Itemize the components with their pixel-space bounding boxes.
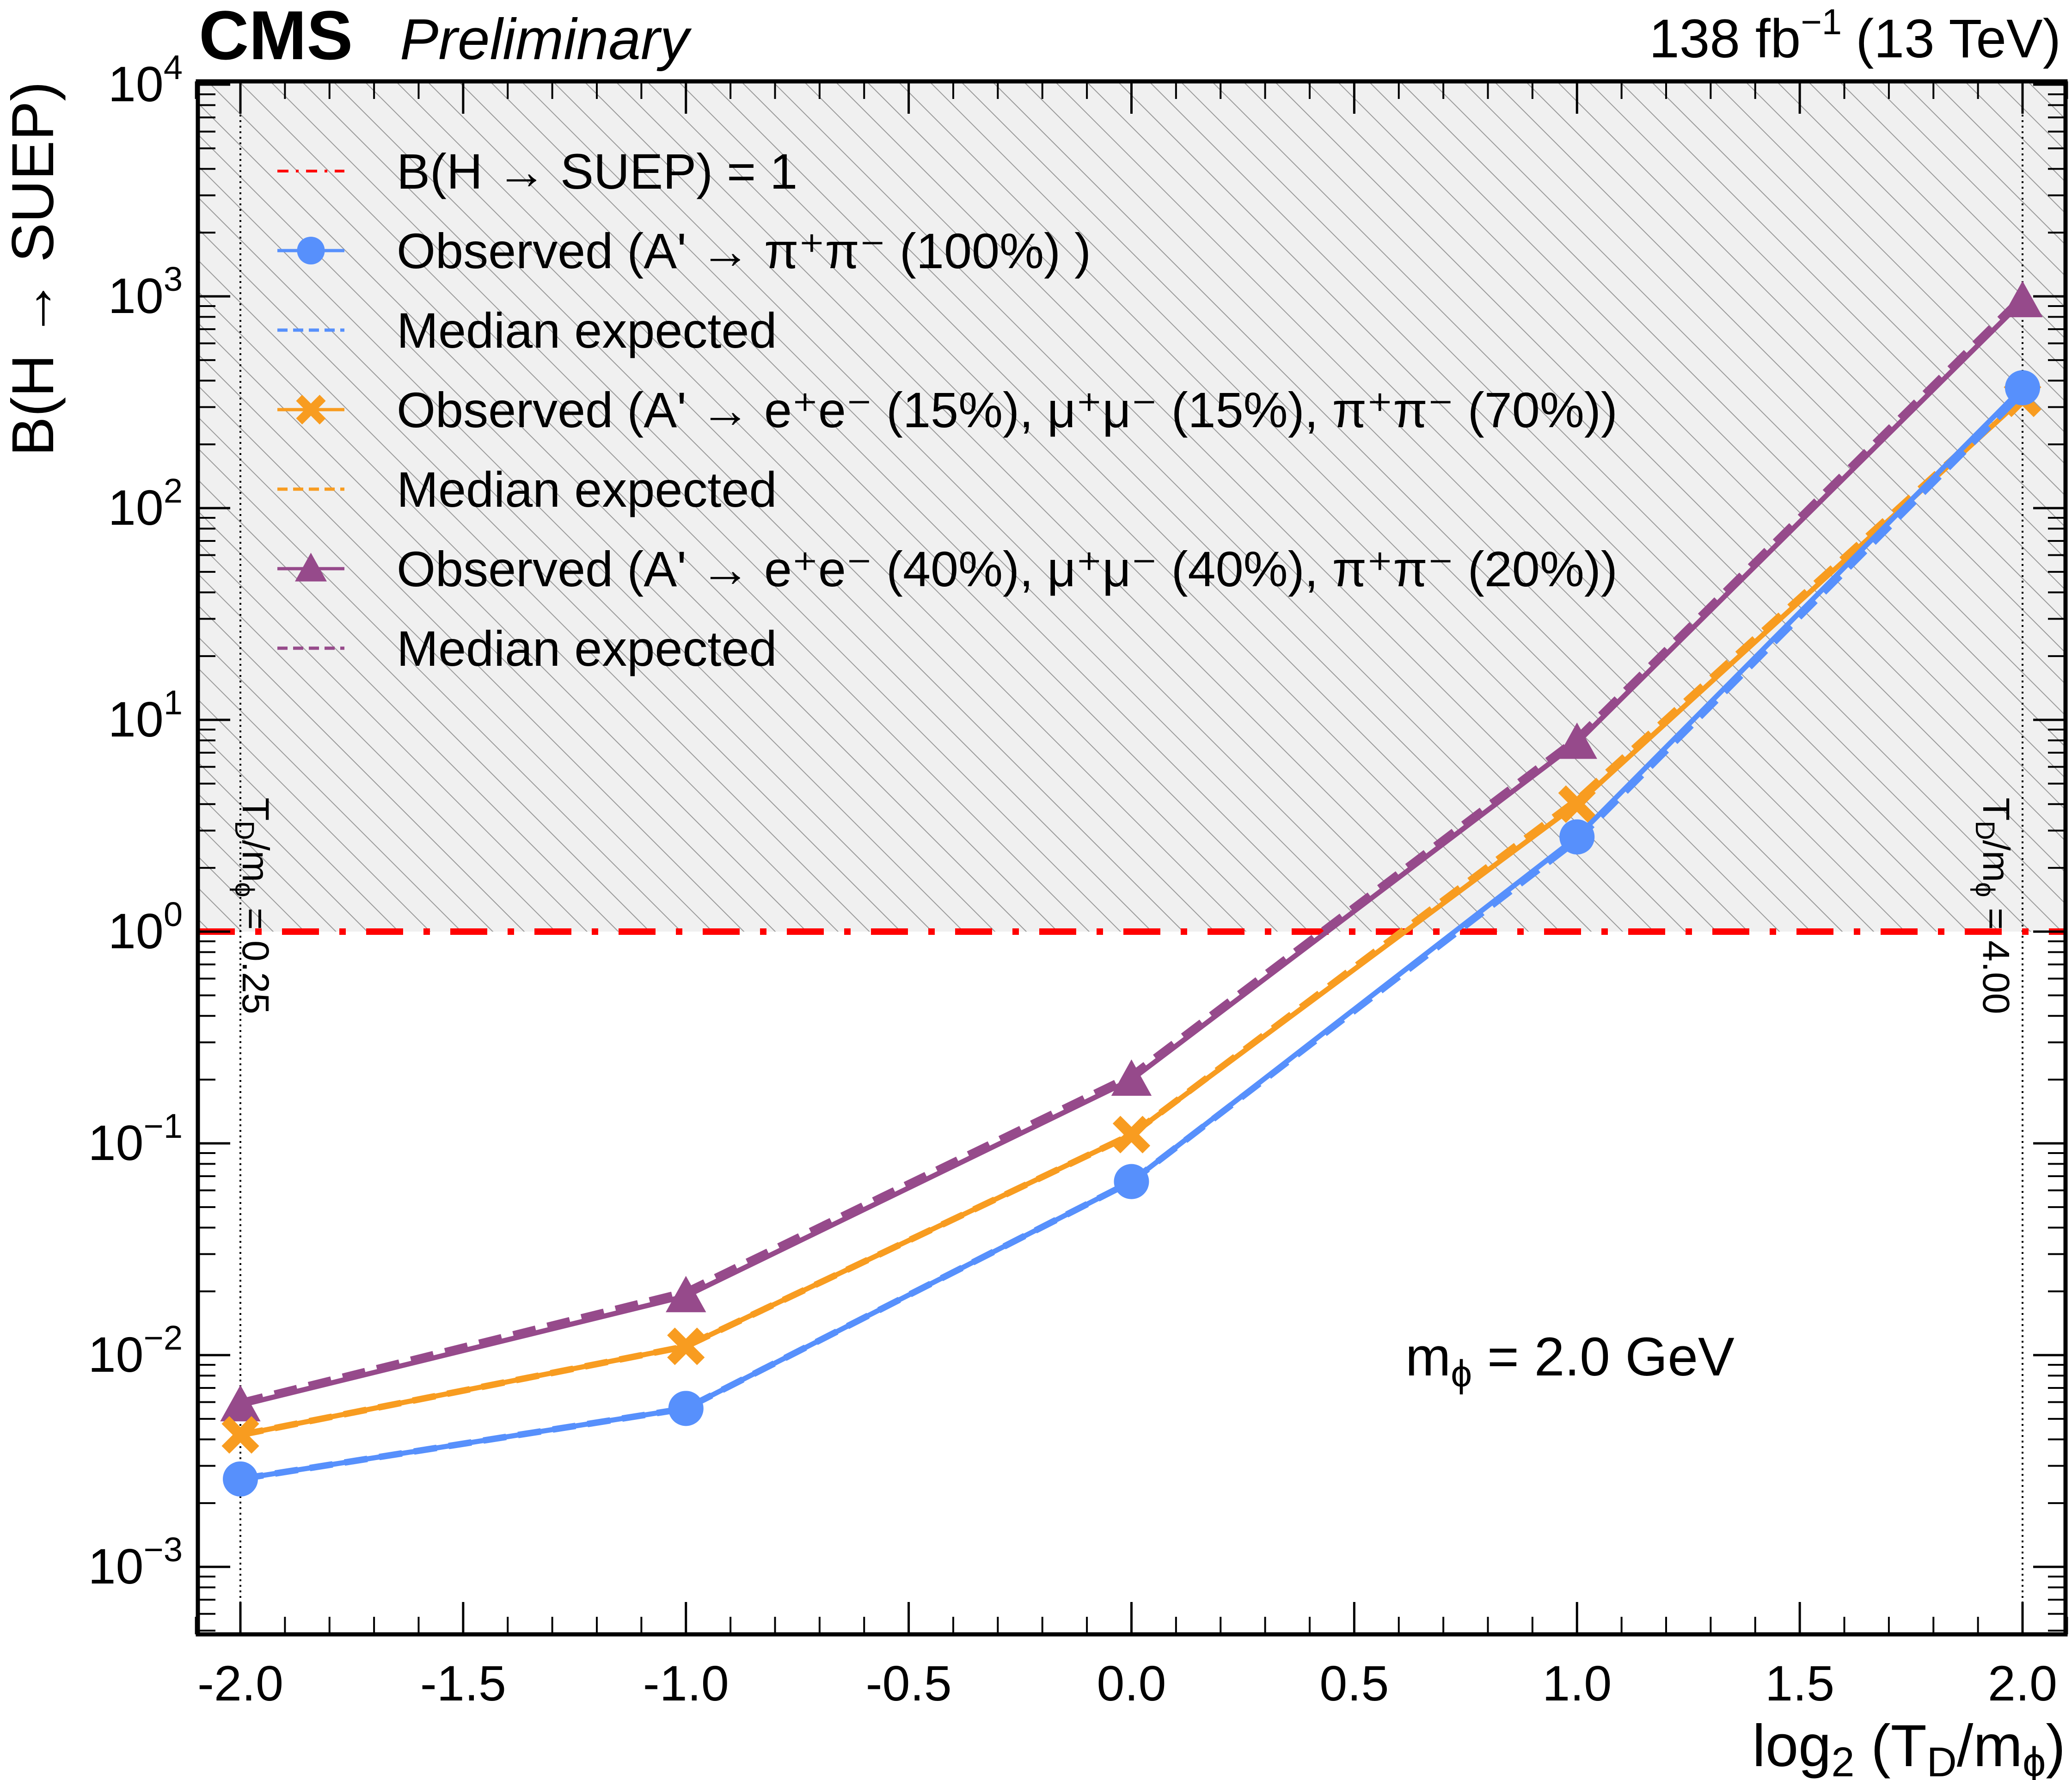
y-tick-label: 100 xyxy=(108,895,183,959)
legend-entry: Median expected xyxy=(277,461,777,517)
legend-label: Observed (A' → e⁺e⁻ (15%), μ⁺μ⁻ (15%), π… xyxy=(397,382,1618,438)
x-tick-label: -0.5 xyxy=(866,1655,952,1711)
legend-label: Median expected xyxy=(397,302,777,358)
axis-ticks: -2.0 -1.5 -1.0 -0.5 0.0 0.5 1.0 1.5 2.0 10−3 10−2 1… xyxy=(88,48,2068,1711)
x-tick-label: -2.0 xyxy=(197,1655,283,1711)
data-point-triangle xyxy=(1557,722,1597,759)
x-axis-label: log2 (TD/mϕ) xyxy=(1753,1713,2066,1780)
y-tick-label: 10−1 xyxy=(88,1107,183,1171)
x-tick-label: -1.0 xyxy=(643,1655,729,1711)
legend-label: Median expected xyxy=(397,620,777,676)
data-point-circle xyxy=(2005,370,2040,405)
y-tick-label: 103 xyxy=(108,260,183,324)
data-point-circle xyxy=(1114,1164,1149,1199)
y-tick-label: 102 xyxy=(108,472,183,535)
right-boundary-label: TD/mϕ = 4.00 xyxy=(1970,798,2017,1014)
data-point-triangle xyxy=(666,1276,706,1313)
legend-entry: Observed (A' → π⁺π⁻ (100%) ) xyxy=(277,223,1091,279)
experiment-label: CMS xyxy=(199,0,353,74)
legend-label: B(H → SUEP) = 1 xyxy=(397,143,797,199)
y-axis-label: B(H → SUEP) xyxy=(0,81,66,456)
data-point-x xyxy=(1558,785,1596,823)
data-point-x xyxy=(296,394,326,425)
legend-entry: Median expected xyxy=(277,302,777,358)
legend: B(H → SUEP) = 1 Observed (A' → π⁺π⁻ (100%… xyxy=(277,143,1618,676)
excluded-region-hatch xyxy=(198,81,2066,932)
data-point-circle xyxy=(1559,819,1595,855)
data-point-triangle xyxy=(220,1385,261,1422)
y-tick-label: 104 xyxy=(108,48,183,112)
data-point-circle xyxy=(668,1391,704,1426)
data-point-triangle xyxy=(2002,281,2043,318)
mass-annotation: mϕ = 2.0 GeV xyxy=(1405,1326,1735,1395)
x-tick-label: 1.0 xyxy=(1542,1655,1612,1711)
data-point-x xyxy=(1112,1116,1151,1154)
x-tick-label: 0.5 xyxy=(1319,1655,1389,1711)
x-tick-label: 0.0 xyxy=(1097,1655,1166,1711)
left-boundary-label: TD/mϕ = 0.25 xyxy=(229,798,276,1014)
data-point-triangle xyxy=(1111,1059,1152,1096)
data-point-x xyxy=(221,1416,259,1454)
x-tick-label: -1.5 xyxy=(420,1655,506,1711)
legend-label: Observed (A' → π⁺π⁻ (100%) ) xyxy=(397,223,1091,279)
data-point-triangle xyxy=(295,552,327,582)
lumi-label: 138 fb−1 (13 TeV) xyxy=(1649,1,2061,69)
y-tick-label: 10−3 xyxy=(88,1530,183,1594)
data-point-x xyxy=(667,1327,705,1365)
legend-entry: Median expected xyxy=(277,620,777,676)
data-point-circle xyxy=(297,237,325,264)
legend-entry: Observed (A' → e⁺e⁻ (40%), μ⁺μ⁻ (40%), π… xyxy=(277,541,1618,597)
y-tick-label: 101 xyxy=(108,683,183,747)
legend-label: Observed (A' → e⁺e⁻ (40%), μ⁺μ⁻ (40%), π… xyxy=(397,541,1618,597)
data-point-circle xyxy=(223,1461,258,1497)
x-tick-label: 1.5 xyxy=(1765,1655,1834,1711)
x-tick-label: 2.0 xyxy=(1988,1655,2057,1711)
legend-entry: B(H → SUEP) = 1 xyxy=(277,143,797,199)
legend-entry: Observed (A' → e⁺e⁻ (15%), μ⁺μ⁻ (15%), π… xyxy=(277,382,1618,438)
status-label: Preliminary xyxy=(400,7,692,72)
series-layer xyxy=(220,281,2043,1497)
y-tick-label: 10−2 xyxy=(88,1319,183,1382)
legend-label: Median expected xyxy=(397,461,777,517)
